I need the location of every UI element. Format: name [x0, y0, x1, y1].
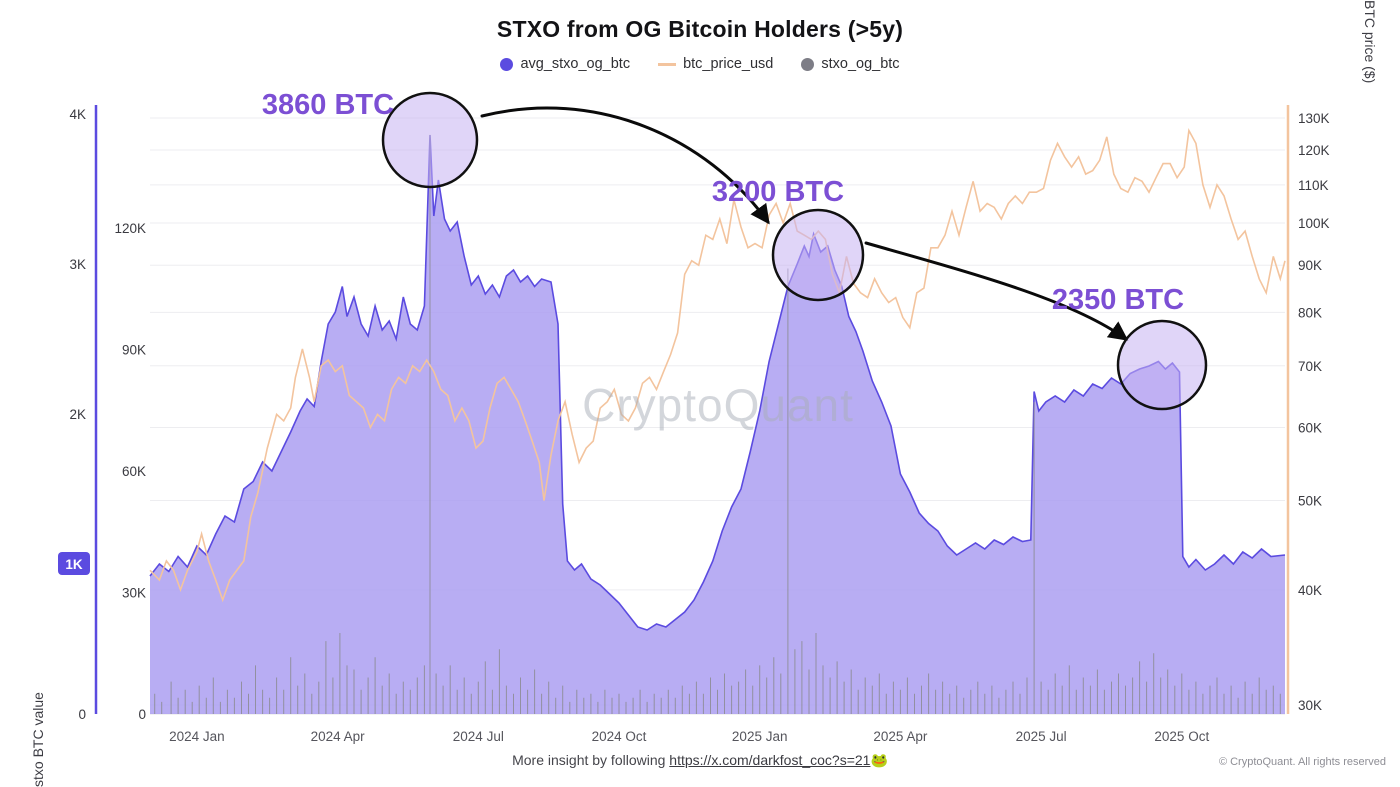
left-axis-tick-label: 0 [78, 707, 86, 722]
right-axis-tick-label: 50K [1298, 494, 1322, 509]
legend-label-avg-stxo: avg_stxo_og_btc [520, 56, 631, 72]
footer: More insight by following https://x.com/… [0, 752, 1400, 769]
inner-axis-tick-label: 30K [122, 586, 146, 601]
btc-price-line-icon [658, 62, 677, 66]
x-axis-tick-label: 2025 Jul [1016, 729, 1067, 744]
x-axis-tick-label: 2024 Oct [592, 729, 647, 744]
x-axis-tick-label: 2024 Apr [311, 729, 366, 744]
annotation-circle [381, 91, 479, 189]
x-axis-tick-label: 2024 Jan [169, 729, 225, 744]
legend-label-stxo: stxo_og_btc [821, 56, 900, 72]
right-axis-tick-label: 100K [1298, 216, 1330, 231]
annotation-circle [771, 208, 865, 302]
avg-stxo-area [150, 135, 1285, 714]
btc-price-line [149, 127, 1286, 603]
left-axis-tick-label: 2K [69, 407, 86, 422]
left-axis-current-badge [58, 552, 90, 575]
right-axis-tick-label: 40K [1298, 583, 1322, 598]
chart-title: STXO from OG Bitcoin Holders (>5y) [496, 16, 904, 42]
right-axis-tick-label: 60K [1298, 421, 1322, 436]
left-axis-tick-label: 3K [69, 257, 86, 272]
inner-axis-tick-label: 0 [138, 707, 146, 722]
annotation-label: 3860 BTC [262, 89, 394, 121]
annotation-circle [1116, 319, 1208, 411]
right-axis-tick-label: 80K [1298, 305, 1322, 320]
x-axis-tick-label: 2025 Jan [732, 729, 788, 744]
annotation-label: 2350 BTC [1052, 284, 1184, 316]
right-axis-tick-label: 70K [1298, 359, 1322, 374]
x-axis-tick-label: 2025 Oct [1154, 729, 1209, 744]
avg-stxo-line [149, 134, 1286, 631]
right-axis-tick-label: 30K [1298, 698, 1322, 713]
inner-axis-tick-label: 60K [122, 464, 146, 479]
legend-label-btc-price: btc_price_usd [683, 56, 774, 72]
stxo-spikes [154, 134, 1281, 714]
legend: avg_stxo_og_btc btc_price_usd stxo_og_bt… [0, 56, 1400, 72]
legend-item-stxo[interactable]: stxo_og_btc [801, 56, 900, 72]
annotation-label: 3200 BTC [712, 176, 844, 208]
right-axis-title: BTC price ($) [1362, 0, 1378, 84]
stxo-dot-icon [801, 57, 815, 71]
x-axis-tick-label: 2024 Jul [453, 729, 504, 744]
annotation-arrow [864, 241, 1129, 341]
avg-stxo-dot-icon [500, 57, 514, 71]
right-axis-tick-label: 90K [1298, 258, 1322, 273]
right-axis-tick-label: 130K [1298, 111, 1330, 126]
x-axis-tick-label: 2025 Apr [873, 729, 928, 744]
footer-text: More insight by following [512, 752, 670, 768]
annotation-arrow [480, 106, 770, 225]
legend-item-avg-stxo[interactable]: avg_stxo_og_btc [500, 56, 630, 72]
inner-axis-tick-label: 90K [122, 343, 146, 358]
copyright: © CryptoQuant. All rights reserved [1218, 756, 1386, 768]
left-axis-tick-label: 4K [69, 107, 86, 122]
footer-link[interactable]: https://x.com/darkfost_coc?s=21 [669, 752, 871, 768]
right-axis-tick-label: 110K [1298, 178, 1329, 193]
legend-item-btc-price[interactable]: btc_price_usd [658, 56, 773, 72]
left-axis-tick-label: 1K [65, 557, 83, 572]
frog-emoji: 🐸 [870, 752, 888, 768]
right-axis-tick-label: 120K [1298, 143, 1330, 158]
inner-axis-tick-label: 120K [114, 221, 146, 236]
